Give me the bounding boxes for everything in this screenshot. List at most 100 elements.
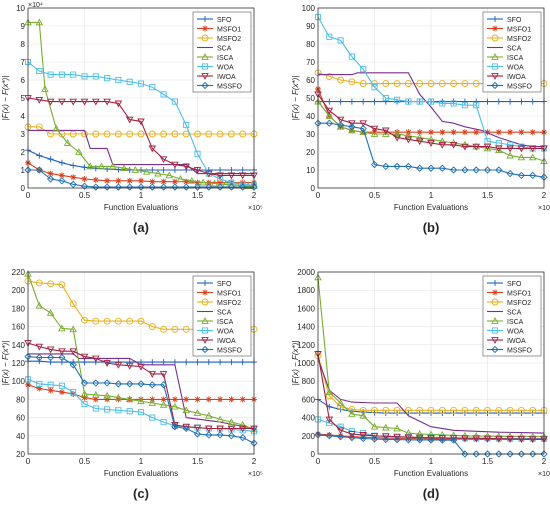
- circle-marker: [92, 317, 100, 325]
- square-marker: [137, 409, 145, 416]
- diamond-marker: [193, 183, 202, 191]
- diamond-marker: [216, 431, 224, 439]
- star-marker: [439, 435, 446, 442]
- star-marker: [394, 129, 401, 136]
- chart-panel: 20 40 60 80 100 120 140 160 180 200 220 0 0.5 1 1.5 2 SF…: [1, 268, 263, 501]
- circle-marker: [382, 406, 390, 414]
- x-tick-label: 0: [316, 457, 321, 466]
- series-line: [317, 101, 545, 162]
- series-line: [317, 353, 545, 440]
- circle-marker: [58, 281, 66, 289]
- legend-label: SFO: [507, 281, 522, 288]
- triangle-down-marker: [92, 355, 100, 363]
- legend: SFO MSFO1 MSFO2 SCA ISCA WOA IWOA MSSFO: [192, 275, 252, 357]
- triangle-down-marker: [148, 371, 157, 378]
- diamond-marker: [483, 450, 492, 458]
- diamond-marker: [359, 124, 367, 133]
- x-axis-label: Function Evaluations: [104, 203, 178, 212]
- plus-marker: [337, 98, 344, 105]
- diamond-marker: [491, 345, 499, 354]
- x-exponent-label: ×10⁵: [538, 205, 550, 212]
- diamond-marker: [148, 183, 156, 191]
- diamond-marker: [506, 450, 514, 458]
- plus-marker: [217, 359, 224, 366]
- x-tick-label: 1.5: [192, 457, 204, 466]
- square-marker: [491, 63, 499, 70]
- triangle-marker: [171, 402, 179, 410]
- y-tick-label: 3: [21, 130, 26, 139]
- triangle-down-marker: [193, 424, 202, 432]
- diamond-marker: [80, 379, 89, 387]
- circle-marker: [359, 80, 367, 88]
- diamond-marker: [92, 183, 100, 191]
- triangle-down-marker: [216, 172, 224, 180]
- triangle-down-marker: [80, 98, 89, 106]
- triangle-down-marker: [159, 156, 168, 164]
- circle-marker: [427, 406, 435, 414]
- triangle-marker: [193, 409, 202, 416]
- square-marker: [239, 427, 246, 434]
- square-marker: [394, 96, 401, 103]
- star-marker: [239, 396, 246, 403]
- square-marker: [81, 73, 88, 80]
- square-marker: [405, 98, 412, 105]
- square-marker: [416, 98, 423, 105]
- circle-marker: [69, 300, 77, 308]
- x-tick-label: 0.5: [79, 191, 91, 200]
- triangle-down-marker: [92, 98, 100, 106]
- diamond-marker: [438, 164, 446, 172]
- series-line: [317, 277, 545, 438]
- legend-label: IWOA: [507, 74, 526, 81]
- triangle-down-marker: [404, 434, 413, 442]
- x-tick-label: 0.5: [79, 457, 91, 466]
- circle-marker: [239, 130, 247, 138]
- panel-caption: (d): [423, 486, 440, 501]
- triangle-down-marker: [461, 435, 469, 443]
- axes-frame: [27, 7, 255, 189]
- plus-marker: [348, 98, 355, 105]
- series-line: [28, 169, 254, 188]
- square-marker: [36, 380, 43, 387]
- star-marker: [382, 129, 389, 136]
- y-tick-label: 10: [306, 166, 315, 175]
- square-marker: [126, 408, 133, 415]
- diamond-marker: [382, 435, 390, 444]
- circle-marker: [194, 130, 201, 138]
- y-tick-label: 40: [16, 432, 25, 441]
- star-marker: [171, 178, 178, 185]
- square-marker: [70, 389, 77, 396]
- circle-marker: [35, 279, 43, 287]
- y-tick-label: 100: [12, 377, 26, 386]
- square-marker: [104, 75, 111, 82]
- square-marker: [183, 121, 190, 129]
- circle-marker: [137, 317, 145, 325]
- legend-label: SFO: [217, 17, 232, 24]
- triangle-marker: [427, 135, 435, 143]
- triangle-marker: [359, 411, 367, 419]
- triangle-down-marker: [348, 431, 356, 438]
- triangle-marker: [114, 393, 123, 401]
- legend-label: IWOA: [217, 338, 236, 345]
- diamond-marker: [483, 166, 492, 174]
- triangle-down-marker: [325, 107, 334, 115]
- x-tick-label: 0.5: [369, 457, 381, 466]
- series-line: [318, 122, 545, 178]
- triangle-down-marker: [125, 362, 134, 370]
- x-tick-label: 2: [542, 191, 547, 200]
- diamond-marker: [239, 183, 247, 191]
- y-tick-label: 40: [306, 112, 315, 121]
- circle-marker: [205, 130, 213, 138]
- series-msfo2: [314, 352, 548, 414]
- plus-marker: [183, 359, 190, 366]
- plus-marker: [484, 98, 491, 105]
- triangle-down-marker: [495, 435, 503, 443]
- plus-marker: [461, 98, 468, 105]
- plus-marker: [194, 359, 201, 366]
- triangle-marker: [86, 162, 94, 170]
- triangle-down-marker: [404, 136, 413, 144]
- square-marker: [70, 71, 77, 78]
- triangle-marker: [393, 424, 401, 432]
- triangle-marker: [404, 429, 413, 436]
- triangle-marker: [393, 130, 401, 137]
- circle-marker: [69, 130, 77, 138]
